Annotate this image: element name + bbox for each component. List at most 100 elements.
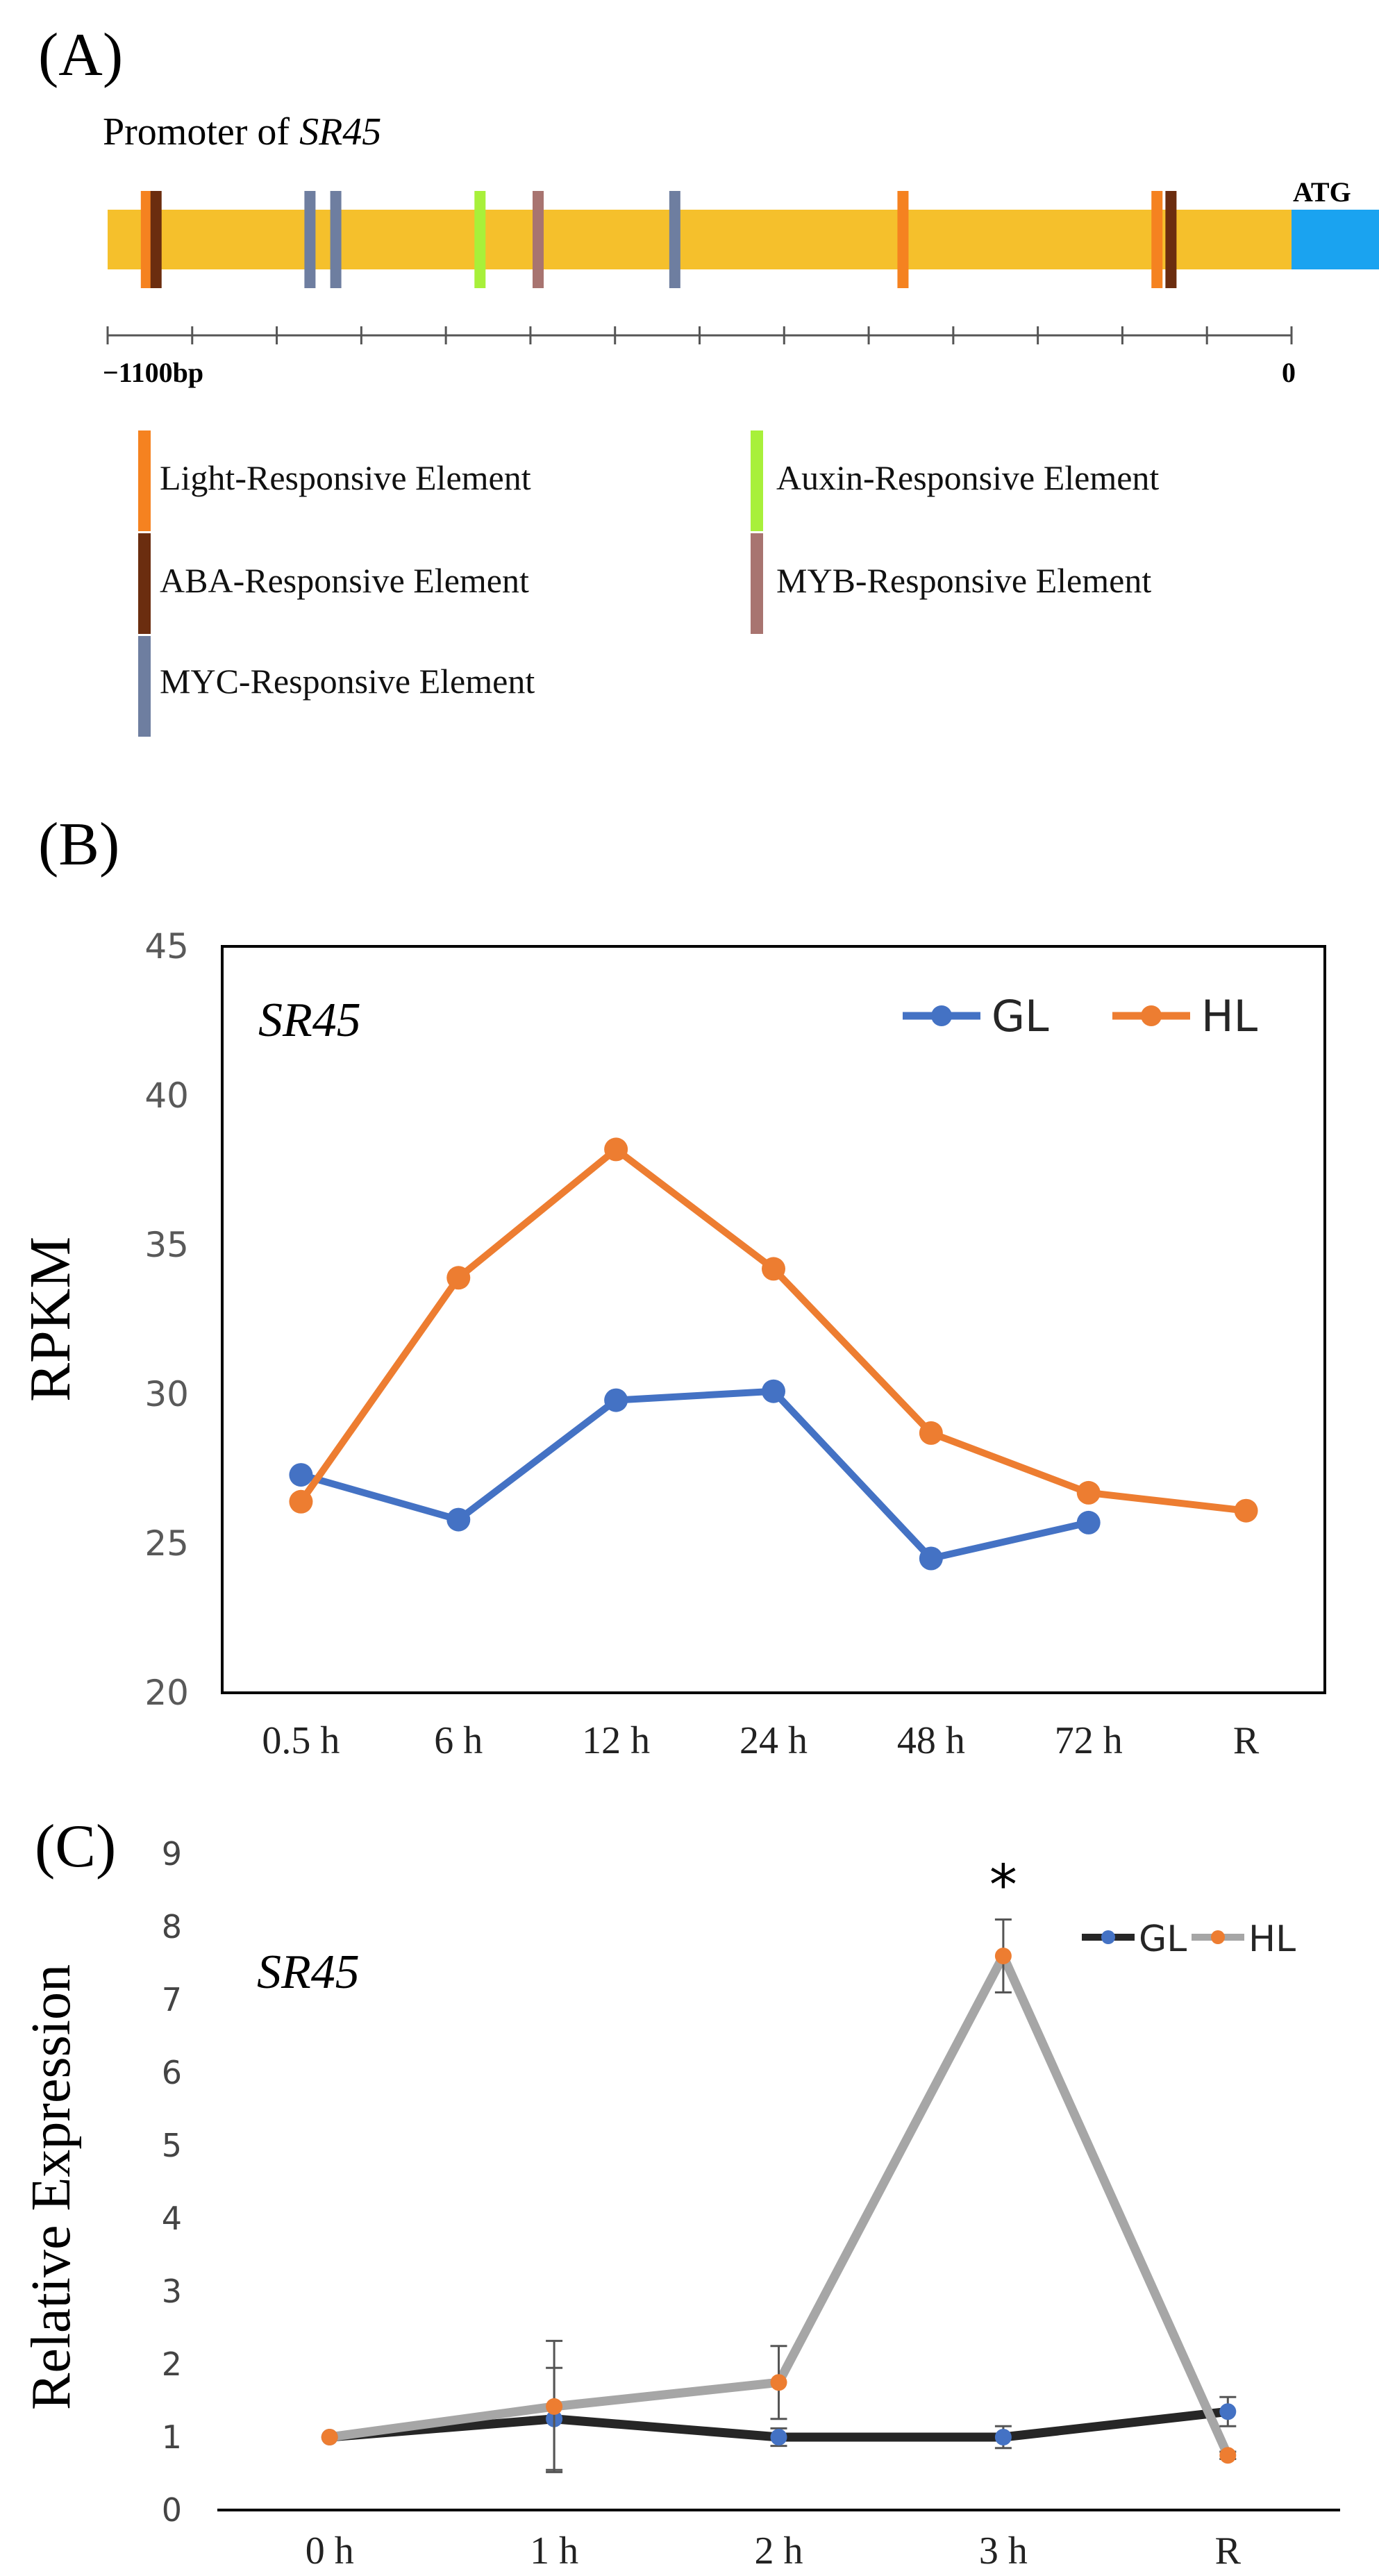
point-c-hl [321,2429,338,2445]
legend-swatch-myc [138,636,151,737]
point-c-gl [1219,2403,1237,2420]
point-b-gl [919,1546,943,1571]
panel-c-label: (C) [35,1813,116,1880]
point-b-gl [762,1379,785,1403]
point-c-hl [994,1948,1012,1964]
xtick-b-label: 24 h [739,1719,808,1762]
point-c-gl [994,2429,1012,2445]
element-myb-5 [533,191,544,288]
point-b-hl [289,1489,313,1514]
ytick-b-label: 40 [144,1076,189,1116]
legend-b-hl-marker [1141,1005,1162,1026]
scale-ruler [106,326,1293,344]
panel-a-label: (A) [38,22,123,89]
ytick-c-label: 5 [162,2127,182,2164]
element-myc-3 [330,191,342,288]
element-aba-1 [150,191,162,288]
legend-b-hl-label: HL [1201,991,1258,1042]
point-c-hl [1219,2447,1237,2464]
legend-auxin-label: Auxin-Responsive Element [776,458,1159,497]
plot-b-frame [221,945,1326,1694]
point-c-gl [770,2429,787,2445]
ytick-b-label: 20 [144,1673,189,1713]
xtick-b-label: 0.5 h [262,1719,340,1762]
xtick-b-label: 48 h [897,1719,965,1762]
point-c-hl [546,2398,563,2415]
chart-c-marks: 0 1 2 3 4 5 6 7 8 9 0 h 1 h 2 h 3 h R * [162,1835,1340,2573]
scale-left-label: −1100bp [103,357,203,388]
point-b-gl [446,1507,471,1532]
point-b-gl [1076,1510,1101,1534]
panel-b-rpkm-chart: (B) SR45 RPKM 20 25 30 35 40 45 0.5 h 6 h 12 h 24… [18,811,1326,1762]
legend-myc-label: MYC-Responsive Element [160,662,535,701]
xtick-b-label: 12 h [582,1719,650,1762]
ytick-c-label: 4 [162,2200,182,2237]
chart-c-legend: GL HL [1082,1918,1296,1960]
legend-swatch-myb [751,533,763,634]
ytick-c-label: 3 [162,2273,182,2310]
ytick-c-label: 9 [162,1835,182,1873]
point-b-hl [604,1137,628,1162]
xtick-c-label: 2 h [755,2529,803,2573]
promoter-title: Promoter of SR45 [103,110,381,153]
ytick-c-label: 1 [162,2418,182,2456]
element-myc-2 [304,191,316,288]
xtick-b-label: 72 h [1055,1719,1123,1762]
legend-aba-label: ABA-Responsive Element [160,561,529,600]
scale-right-label: 0 [1282,357,1296,388]
xtick-c-label: 0 h [306,2529,354,2573]
chart-b-marks: 20 25 30 35 40 45 0.5 h 6 h 12 h 24 h 48 h 72 h R [144,926,1260,1762]
ytick-b-label: 25 [144,1523,189,1564]
line-b-gl [300,1387,1089,1562]
legend-c-gl-label: GL [1139,1918,1187,1960]
legend-c-hl-marker [1211,1930,1225,1944]
element-light-0 [140,191,152,288]
element-aba-9 [1165,191,1177,288]
legend-light-label: Light-Responsive Element [160,458,531,497]
point-b-hl [762,1257,785,1281]
chart-b-ylabel: RPKM [18,1237,83,1402]
panel-b-label: (B) [38,811,119,878]
ytick-b-label: 30 [144,1374,189,1414]
point-b-gl [604,1388,628,1412]
xtick-b-label: 6 h [434,1719,483,1762]
atg-label: ATG [1293,176,1351,208]
element-auxin-4 [474,191,486,288]
ytick-b-label: 45 [144,926,189,967]
promoter-elements [140,191,1177,288]
line-b-hl [298,1146,1247,1514]
significance-asterisk: * [989,1853,1017,1918]
point-b-gl [289,1463,313,1487]
ytick-c-label: 6 [162,2054,182,2091]
legend-swatch-auxin [751,430,763,531]
chart-b-title: SR45 [258,994,361,1047]
point-b-hl [446,1266,471,1290]
chart-b-legend: GL HL [903,991,1258,1042]
element-myc-6 [669,191,680,288]
point-b-hl [919,1421,943,1445]
ytick-c-label: 8 [162,1908,182,1946]
atg-box [1292,210,1379,269]
xtick-b-label: R [1233,1719,1260,1762]
chart-c-title: SR45 [257,1946,360,1999]
legend-swatch-aba [138,533,151,634]
legend-b-gl-label: GL [992,991,1049,1042]
xtick-c-label: 3 h [979,2529,1028,2573]
legend-c-hl-label: HL [1248,1918,1296,1960]
element-light-7 [897,191,909,288]
ytick-c-label: 2 [162,2345,182,2383]
legend-myb-label: MYB-Responsive Element [776,561,1151,600]
point-b-hl [1076,1480,1101,1505]
point-c-hl [770,2374,787,2391]
xtick-c-label: 1 h [530,2529,578,2573]
panel-a-promoter-map: (A) Promoter of SR45 ATG −1100bp 0 Light… [38,22,1379,737]
ytick-c-label: 7 [162,1981,182,2018]
xtick-c-label: R [1215,2529,1242,2573]
point-b-hl [1234,1498,1258,1523]
promoter-bar [108,210,1292,269]
ytick-c-label: 0 [162,2491,182,2529]
chart-c-ylabel: Relative Expression [21,1964,82,2410]
ytick-b-label: 35 [144,1225,189,1265]
legend-swatch-light [138,430,151,531]
